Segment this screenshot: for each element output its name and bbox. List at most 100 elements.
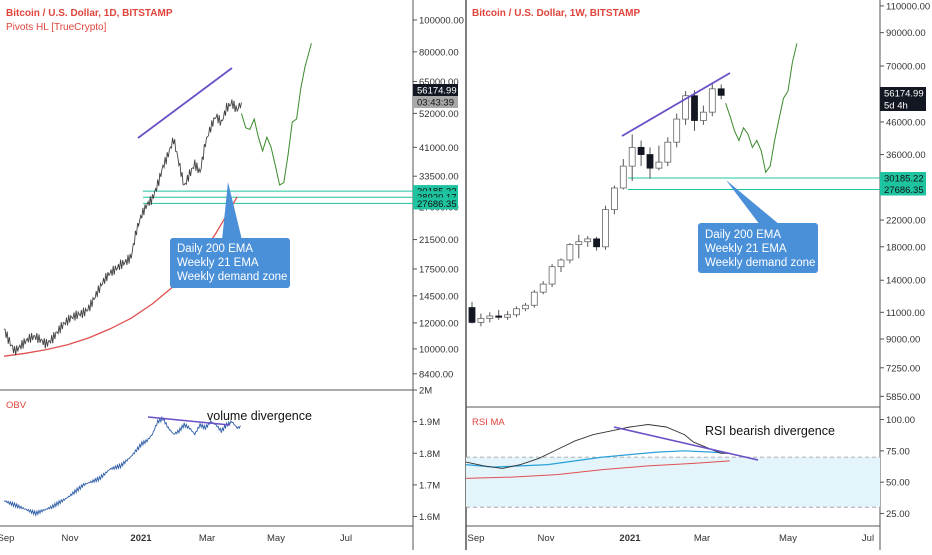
right-callout-line-1: Daily 200 EMA: [705, 229, 781, 241]
right-callout-line-3: Weekly demand zone: [705, 257, 815, 269]
rsi-y-tick-label: 25.00: [886, 509, 910, 520]
left-indicator-label: Pivots HL [TrueCrypto]: [6, 22, 107, 33]
weekly-candle-body: [584, 238, 592, 243]
right-x-tick-label: Sep: [468, 533, 485, 544]
weekly-candle-body: [513, 308, 520, 316]
obv-trendline: [147, 416, 231, 426]
right-level-tag-bg: [880, 183, 926, 196]
weekly-candle-body: [539, 283, 547, 293]
right-x-tick-label: 2021: [619, 533, 641, 544]
right-x-tick-label: Nov: [538, 533, 555, 544]
obv-y-tick-label: 2M: [419, 386, 432, 397]
right-x-tick-label: May: [779, 533, 797, 544]
left-price-tag-text: 56174.99: [417, 86, 457, 97]
right-price-axis: 110000.0090000.0070000.0058000.0046000.0…: [880, 1, 930, 403]
left-y-tick-label: 8400.00: [419, 369, 453, 380]
right-price-tag-text: 56174.99: [884, 89, 924, 100]
obv-y-tick-label: 1.7M: [419, 480, 440, 491]
left-price-trendline: [137, 67, 233, 139]
right-level-tag-text: 30185.22: [884, 173, 924, 184]
weekly-candle-body: [530, 291, 538, 306]
right-y-tick-label: 11000.00: [886, 308, 925, 319]
right-price-trendline: [621, 72, 731, 137]
weekly-candle-body: [575, 241, 583, 245]
right-y-tick-label: 5850.00: [886, 392, 920, 403]
weekly-candle-body: [611, 187, 618, 211]
weekly-candle-body: [619, 165, 627, 189]
left-y-tick-label: 100000.00: [419, 15, 464, 26]
left-price-axis: 100000.00 80000.00 65000.00 52000.00 41000.0…: [413, 15, 464, 380]
rsi-label: RSI MA: [472, 417, 505, 428]
right-callout-line-2: Weekly 21 EMA: [705, 243, 787, 255]
weekly-candle-body: [593, 238, 600, 248]
left-y-tick-label: 21500.00: [419, 235, 459, 246]
left-callout-pointer: [222, 182, 242, 240]
right-y-tick-label: 7250.00: [886, 363, 920, 374]
obv-y-tick-label: 1.6M: [419, 512, 440, 523]
obv-y-tick-label: 1.9M: [419, 417, 440, 428]
daily-200-ema-line: [3, 196, 238, 357]
right-level-tag-text: 27686.35: [884, 185, 924, 196]
right-callout: Daily 200 EMA Weekly 21 EMA Weekly deman…: [698, 223, 818, 273]
right-y-tick-label: 9000.00: [886, 335, 920, 346]
weekly-candle-body: [522, 304, 529, 310]
weekly-candle-body: [628, 146, 636, 167]
left-countdown-text: 03:43:39: [417, 98, 454, 109]
weekly-candle-body: [637, 146, 645, 155]
rsi-y-tick-label: 100.00: [886, 415, 915, 426]
left-x-tick-label: 2021: [130, 533, 152, 544]
left-y-tick-label: 14500.00: [419, 291, 459, 302]
left-y-tick-label: 41000.00: [419, 143, 459, 154]
weekly-candle-body: [664, 141, 672, 163]
weekly-candle-body: [717, 88, 725, 96]
right-time-axis: Sep Nov 2021 Mar May Jul: [468, 533, 875, 544]
rsi-annotation: RSI bearish divergence: [705, 424, 835, 438]
daily-price-line: [3, 99, 242, 356]
weekly-candle-body: [682, 95, 689, 120]
right-x-tick-label: Mar: [694, 533, 710, 544]
left-x-tick-label: Mar: [199, 533, 215, 544]
weekly-candle-body: [557, 259, 565, 268]
rsi-y-tick-label: 50.00: [886, 478, 910, 489]
left-x-tick-label: May: [267, 533, 285, 544]
weekly-candle-body: [700, 111, 707, 121]
weekly-candle-body: [495, 315, 503, 318]
right-callout-pointer: [726, 180, 780, 225]
left-callout: Daily 200 EMA Weekly 21 EMA Weekly deman…: [170, 238, 290, 288]
weekly-candle-body: [673, 118, 681, 143]
weekly-candle-body: [602, 209, 609, 248]
right-x-tick-label: Jul: [862, 533, 874, 544]
left-y-tick-label: 17500.00: [419, 264, 459, 275]
left-y-tick-label: 12000.00: [419, 318, 459, 329]
right-y-tick-label: 22000.00: [886, 216, 926, 227]
weekly-candle-body: [486, 315, 494, 319]
left-callout-line-2: Weekly 21 EMA: [177, 257, 259, 269]
weekly-candle-body: [655, 161, 663, 169]
right-y-tick-label: 70000.00: [886, 62, 926, 73]
left-time-axis: Sep Nov 2021 Mar May Jul: [0, 533, 352, 544]
left-chart-title: Bitcoin / U.S. Dollar, 1D, BITSTAMP: [6, 8, 173, 19]
right-price-tag: 56174.99 5d 4h: [880, 87, 926, 112]
weekly-candle-body: [691, 95, 698, 121]
right-y-tick-label: 90000.00: [886, 28, 926, 39]
weekly-candle-body: [646, 154, 654, 169]
right-y-tick-label: 46000.00: [886, 117, 926, 128]
left-y-tick-label: 65000.00: [419, 77, 459, 88]
right-y-tick-label: 18000.00: [886, 242, 926, 253]
right-y-tick-label: 14000.00: [886, 276, 926, 287]
left-price-tag: 56174.99 03:43:39: [413, 84, 458, 109]
left-level-tag-bg: [413, 197, 458, 210]
rsi-trendline: [613, 426, 759, 461]
weekly-candle-body: [708, 88, 716, 113]
right-countdown-text: 5d 4h: [884, 101, 908, 112]
obv-line: [3, 415, 241, 517]
rsi-ma-red-line: [465, 460, 730, 479]
left-x-tick-label: Jul: [340, 533, 352, 544]
left-demand-zone: [143, 190, 413, 204]
right-level-tag-bg: [880, 171, 926, 184]
weekly-candle-body: [504, 314, 512, 318]
left-y-tick-label: 10000.00: [419, 344, 459, 355]
left-projection-line: [240, 43, 312, 186]
